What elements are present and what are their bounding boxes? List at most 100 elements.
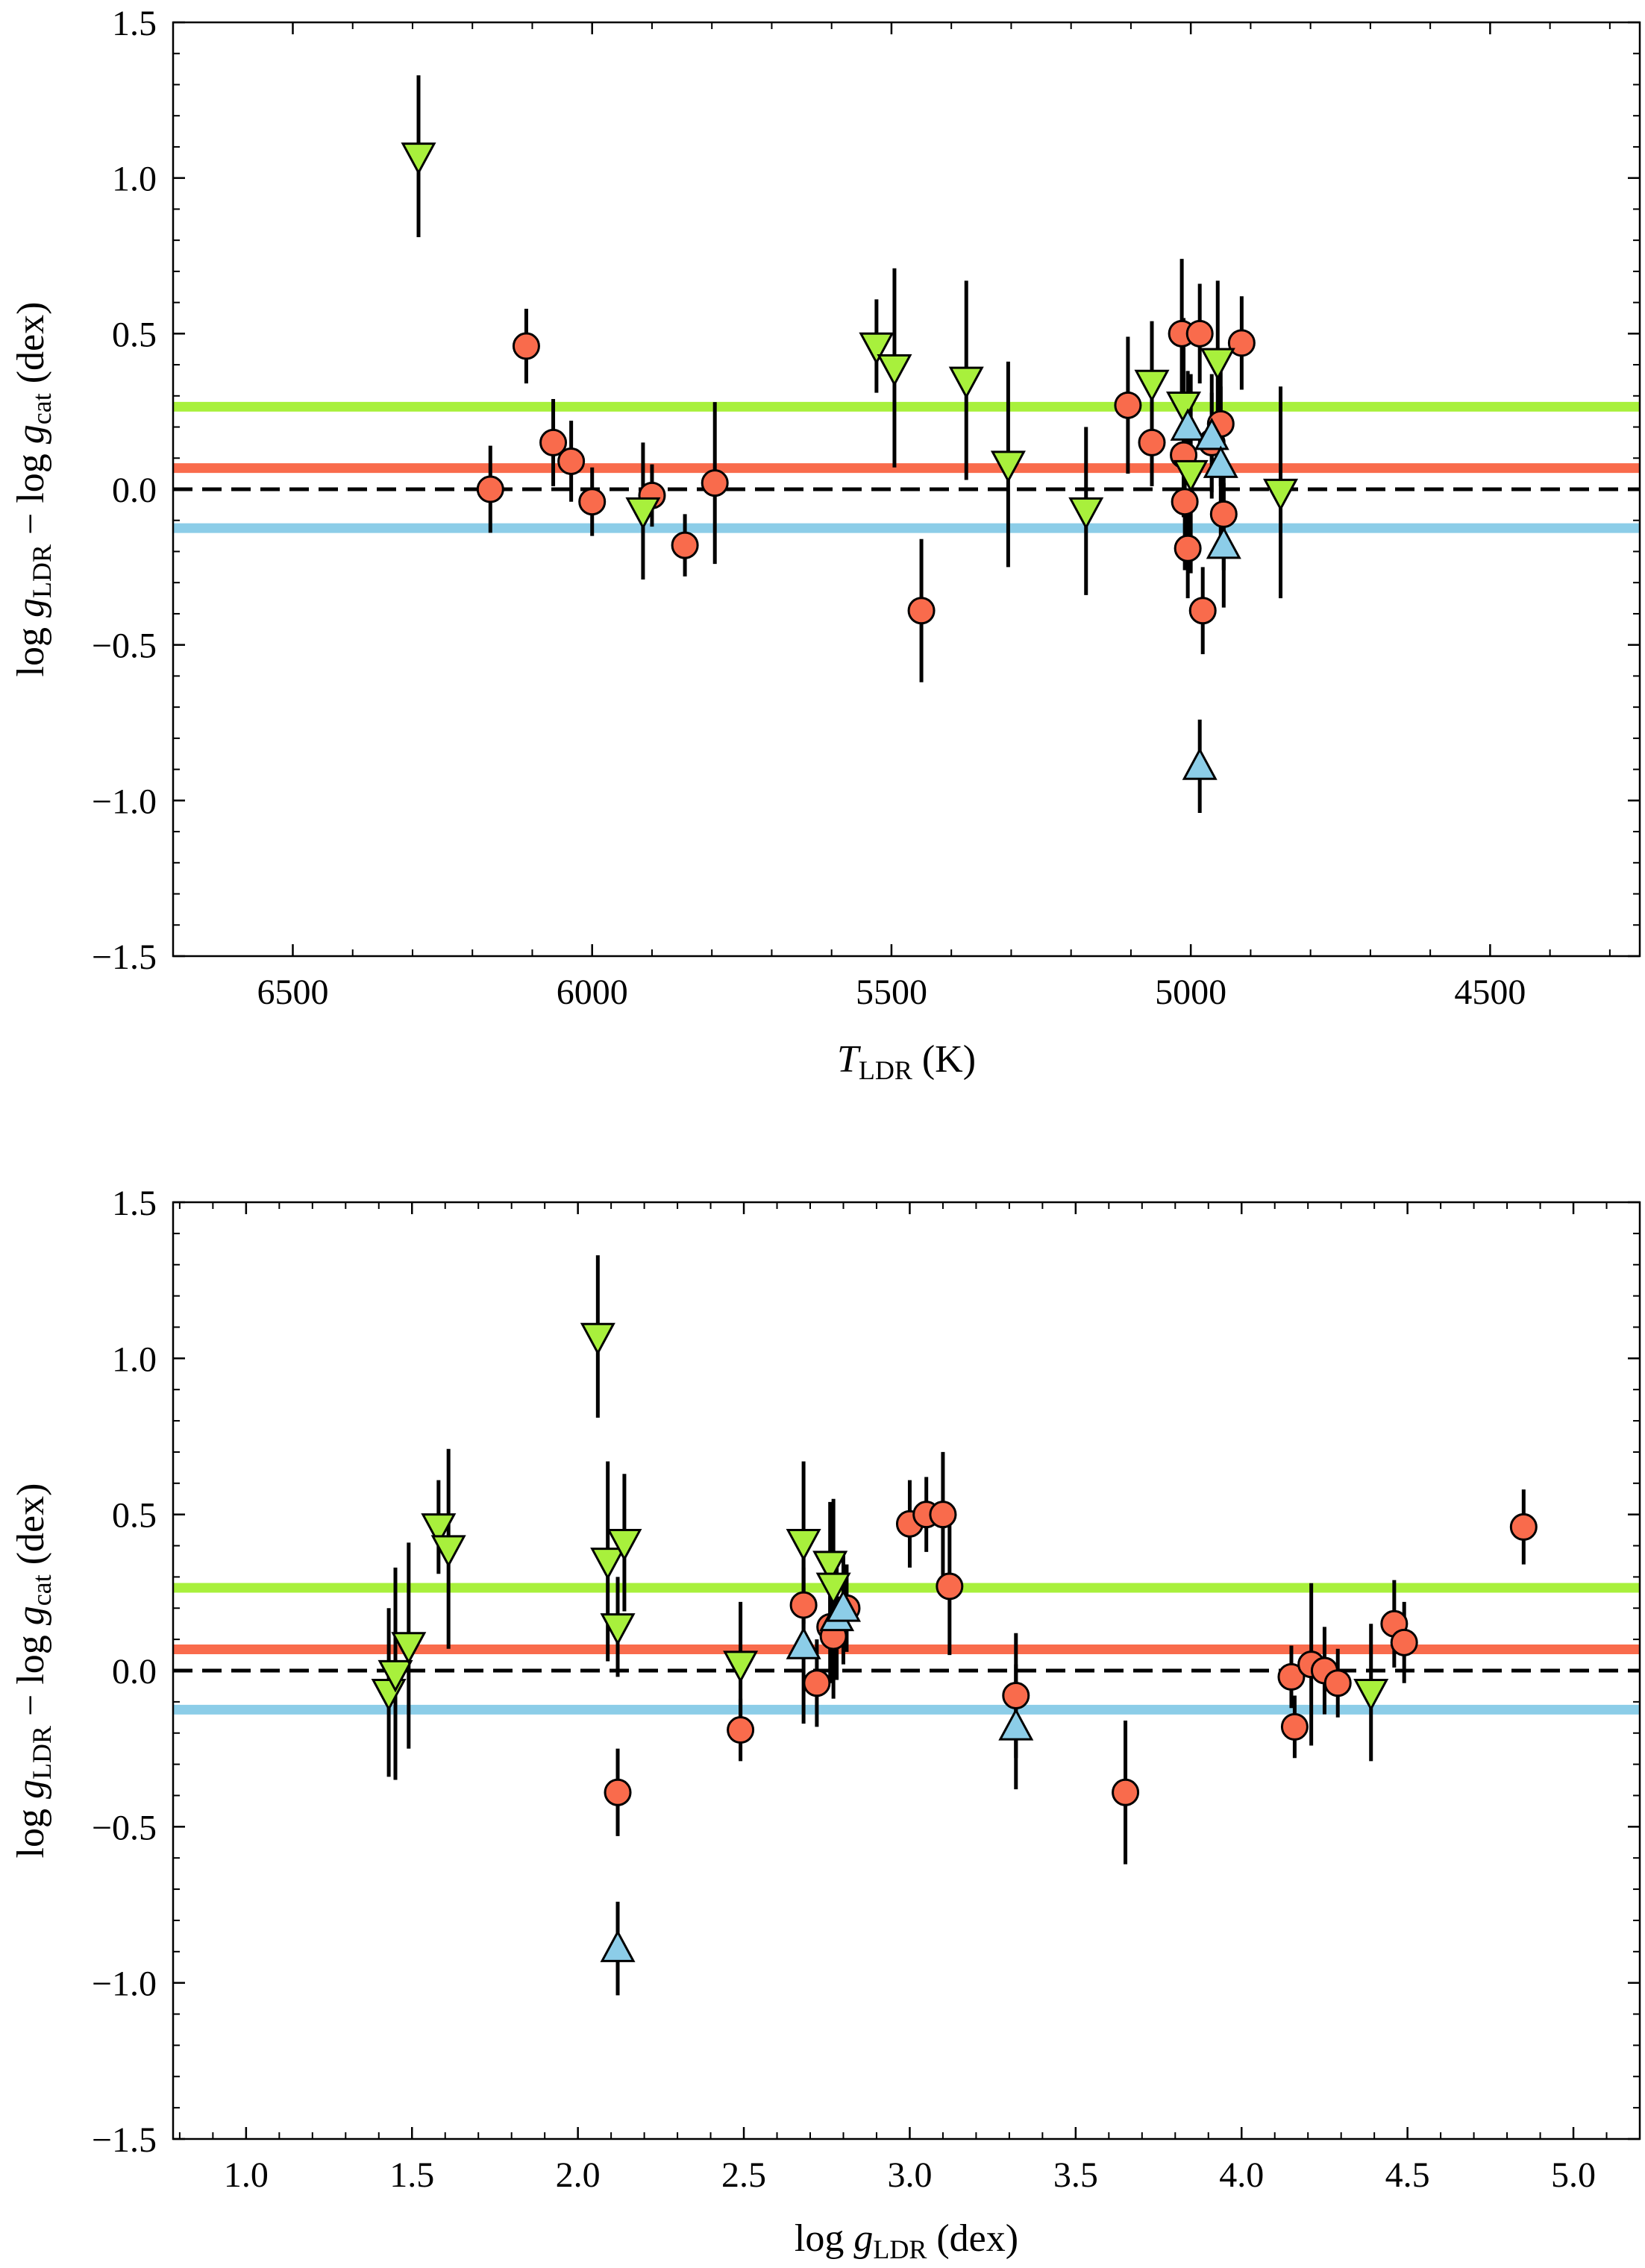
bottom-red-circles-point-14 (1280, 1712, 1309, 1741)
bottom-red-circles-point-19 (1390, 1628, 1418, 1656)
bottom-red-circles-point-2 (789, 1591, 818, 1619)
top-x-axis-label: TLDR (K) (837, 1038, 976, 1085)
top-data-marks (401, 75, 1299, 814)
top-red-circles-point-6 (671, 531, 699, 559)
bottom-red-circles-point-20 (1509, 1512, 1538, 1541)
bottom-red-circles-point-3 (803, 1669, 831, 1697)
top-green-down-triangles-point-11 (1263, 478, 1299, 512)
top-red-circles-point-8 (907, 597, 936, 625)
top-green-down-triangles-point-2 (859, 332, 894, 365)
bottom-red-circles-point-13 (1277, 1662, 1306, 1691)
top-xtick-label-3: 5000 (1155, 973, 1226, 1012)
bottom-green-down-triangles-point-10 (786, 1529, 821, 1562)
top-green-down-triangles-point-6 (1068, 497, 1104, 530)
bottom-green-down-triangles-point-6 (590, 1548, 626, 1580)
bottom-ytick-label-0: 1.5 (112, 1184, 157, 1223)
top-green-down-triangles-point-0 (401, 142, 436, 175)
top-ytick-label-2: 0.5 (112, 315, 157, 354)
bottom-y-axis-label: log gLDR − log gcat (dex) (10, 1483, 57, 1859)
top-red-circles-point-2 (539, 428, 568, 456)
top-red-circles-point-9 (1114, 391, 1142, 419)
top-green-down-triangles-point-4 (948, 366, 984, 400)
bottom-green-down-triangles-point-4 (430, 1535, 466, 1568)
top-xtick-label-2: 5500 (856, 973, 927, 1012)
bottom-green-down-triangles-point-5 (580, 1322, 615, 1356)
top-red-circles-point-1 (512, 332, 540, 360)
bottom-red-circles-point-0 (604, 1778, 632, 1806)
top-y-axis-label: log gLDR − log gcat (dex) (10, 302, 57, 677)
bottom-red-circles-point-10 (936, 1572, 964, 1601)
top-blue-up-triangles-point-1 (1182, 747, 1218, 780)
bottom-red-circles-point-1 (727, 1716, 755, 1744)
top-red-circles-point-7 (701, 469, 729, 497)
bottom-blue-up-triangles-point-0 (600, 1929, 636, 1962)
top-blue-up-triangles-point-4 (1206, 526, 1241, 559)
bottom-ytick-label-3: 0.0 (112, 1652, 157, 1691)
bottom-xtick-label-7: 4.5 (1385, 2155, 1430, 2195)
top-chart-panel: 6500 6000 5500 5000 4500 1.5 1.0 0.5 0.0 −0.5 −1.0… (10, 4, 1641, 1085)
top-blue-up-triangles-point-2 (1194, 417, 1229, 450)
bottom-blue-up-triangles-point-1 (786, 1627, 821, 1659)
bottom-blue-up-triangles-point-3 (825, 1589, 862, 1622)
top-red-circles-point-0 (476, 475, 504, 503)
bottom-xtick-label-1: 1.5 (389, 2155, 434, 2195)
top-green-down-triangles-point-10 (1200, 348, 1235, 381)
top-red-circles-point-15 (1185, 319, 1214, 348)
bottom-green-down-triangles-point-12 (815, 1572, 851, 1606)
bottom-green-down-triangles-point-2 (391, 1632, 427, 1665)
top-ytick-label-6: −1.5 (92, 937, 157, 977)
bottom-green-down-triangles-point-8 (607, 1529, 642, 1562)
bottom-chart-panel: 1.0 1.5 2.0 2.5 3.0 3.5 4.0 4.5 5.0 1.5 1.0 0.5 0.0 −… (10, 1184, 1641, 2264)
top-red-circles-point-3 (557, 447, 586, 475)
bottom-data-marks (371, 1255, 1538, 1996)
bottom-xtick-label-3: 2.5 (721, 2155, 766, 2195)
bottom-green-down-triangles-point-13 (1353, 1679, 1389, 1712)
bottom-green-down-triangles-point-11 (812, 1551, 848, 1583)
bottom-ytick-label-4: −0.5 (92, 1808, 157, 1847)
top-xtick-label-0: 6500 (257, 973, 328, 1012)
bottom-ytick-label-2: 0.5 (112, 1496, 157, 1536)
bottom-xtick-label-0: 1.0 (224, 2155, 269, 2195)
bottom-green-down-triangles-point-7 (600, 1613, 636, 1646)
top-red-circles-point-13 (1171, 488, 1199, 516)
top-green-down-triangles-point-9 (1173, 459, 1209, 493)
top-red-circles-point-19 (1209, 500, 1238, 528)
top-green-down-triangles-point-7 (1134, 369, 1170, 403)
bottom-green-down-triangles-point-9 (723, 1650, 759, 1683)
top-red-circles-point-16 (1188, 597, 1217, 625)
bottom-xtick-label-6: 4.0 (1219, 2155, 1264, 2195)
top-ytick-label-4: −0.5 (92, 626, 157, 666)
top-green-down-triangles-point-5 (990, 450, 1026, 483)
top-ytick-label-1: 1.0 (112, 160, 157, 199)
top-green-down-triangles-point-3 (877, 354, 912, 387)
bottom-xtick-label-8: 5.0 (1551, 2155, 1596, 2195)
top-red-circles-point-20 (1227, 329, 1256, 357)
bottom-red-circles-point-11 (1002, 1681, 1030, 1709)
top-mean-lines (173, 401, 1640, 533)
top-green-down-triangles-point-8 (1166, 392, 1202, 424)
top-ytick-label-3: 0.0 (112, 471, 157, 510)
bottom-red-circles-point-9 (929, 1501, 957, 1529)
bottom-ticks: 1.0 1.5 2.0 2.5 3.0 3.5 4.0 4.5 5.0 1.5 1.0 0.5 0.0 −… (92, 1184, 1641, 2195)
bottom-xtick-label-5: 3.5 (1053, 2155, 1098, 2195)
top-green-down-triangles-point-1 (625, 497, 661, 530)
top-ytick-label-0: 1.5 (112, 4, 157, 43)
top-blue-up-triangles-point-0 (1170, 408, 1206, 441)
bottom-red-circles-point-12 (1112, 1778, 1140, 1806)
bottom-ytick-label-1: 1.0 (112, 1339, 157, 1379)
top-blue-up-triangles-point-3 (1203, 445, 1238, 478)
bottom-xtick-label-4: 3.0 (887, 2155, 932, 2195)
bottom-blue-up-triangles-point-4 (998, 1708, 1034, 1741)
top-red-circles-point-10 (1138, 428, 1166, 456)
bottom-ytick-label-5: −1.0 (92, 1964, 157, 2004)
bottom-ytick-label-6: −1.5 (92, 2120, 157, 2160)
bottom-xtick-label-2: 2.0 (556, 2155, 601, 2195)
top-xtick-label-1: 6000 (557, 973, 628, 1012)
bottom-x-axis-label: log gLDR (dex) (795, 2217, 1018, 2264)
top-ytick-label-5: −1.0 (92, 782, 157, 821)
top-red-circles-point-4 (578, 488, 607, 516)
top-xtick-label-4: 4500 (1454, 973, 1526, 1012)
top-ticks: 6500 6000 5500 5000 4500 1.5 1.0 0.5 0.0 −0.5 −1.0… (92, 4, 1640, 1012)
top-red-circles-point-14 (1174, 534, 1202, 562)
